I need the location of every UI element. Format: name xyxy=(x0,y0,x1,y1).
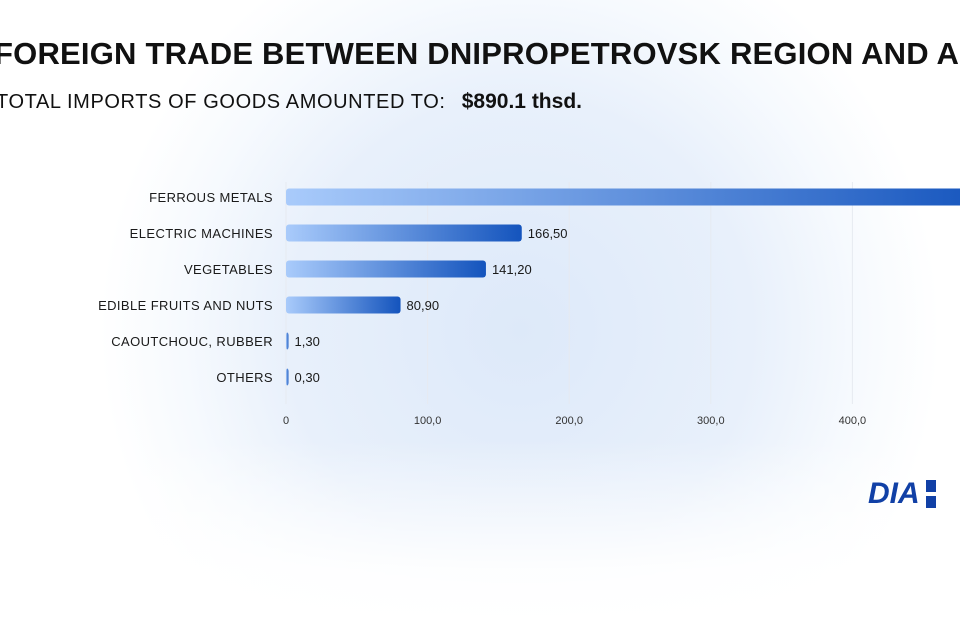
x-tick-label: 300,0 xyxy=(697,415,725,427)
value-label: 166,50 xyxy=(528,226,568,241)
dia-logo: DIA xyxy=(868,474,936,514)
logo-text: DIA xyxy=(868,477,920,510)
category-label: OTHERS xyxy=(216,370,273,385)
x-tick-label: 200,0 xyxy=(555,415,583,427)
x-tick-label: 0 xyxy=(283,415,289,427)
bars xyxy=(286,188,960,386)
value-label: 0,30 xyxy=(295,370,320,385)
subtitle-prefix: TOTAL IMPORTS OF GOODS AMOUNTED TO: xyxy=(0,91,446,113)
subtitle-amount: $890.1 thsd. xyxy=(461,90,582,113)
category-label: FERROUS METALS xyxy=(149,190,273,205)
grid-lines xyxy=(285,182,853,404)
bar xyxy=(286,332,289,350)
bar xyxy=(286,296,401,314)
x-tick-label: 400,0 xyxy=(839,415,867,427)
bar xyxy=(286,224,522,242)
category-label: EDIBLE FRUITS AND NUTS xyxy=(98,298,273,313)
value-label: 80,90 xyxy=(407,298,440,313)
logo-side-mark xyxy=(925,480,936,508)
value-label: 1,30 xyxy=(295,334,320,349)
bar xyxy=(286,368,289,386)
bottom-fade xyxy=(0,440,960,625)
chart-subtitle: TOTAL IMPORTS OF GOODS AMOUNTED TO: $890… xyxy=(0,90,582,114)
labels: 0 100,0 200,0 300,0 400,0 FERROUS METALS ELECT… xyxy=(98,190,866,427)
category-label: ELECTRIC MACHINES xyxy=(130,226,273,241)
bar xyxy=(286,188,960,206)
chart-title: FOREIGN TRADE BETWEEN DNIPROPETROVSK REG… xyxy=(0,36,960,71)
x-tick-label: 100,0 xyxy=(414,415,442,427)
category-label: CAOUTCHOUC, RUBBER xyxy=(111,334,273,349)
value-label: 141,20 xyxy=(492,262,532,277)
category-label: VEGETABLES xyxy=(184,262,273,277)
bar xyxy=(286,260,486,278)
